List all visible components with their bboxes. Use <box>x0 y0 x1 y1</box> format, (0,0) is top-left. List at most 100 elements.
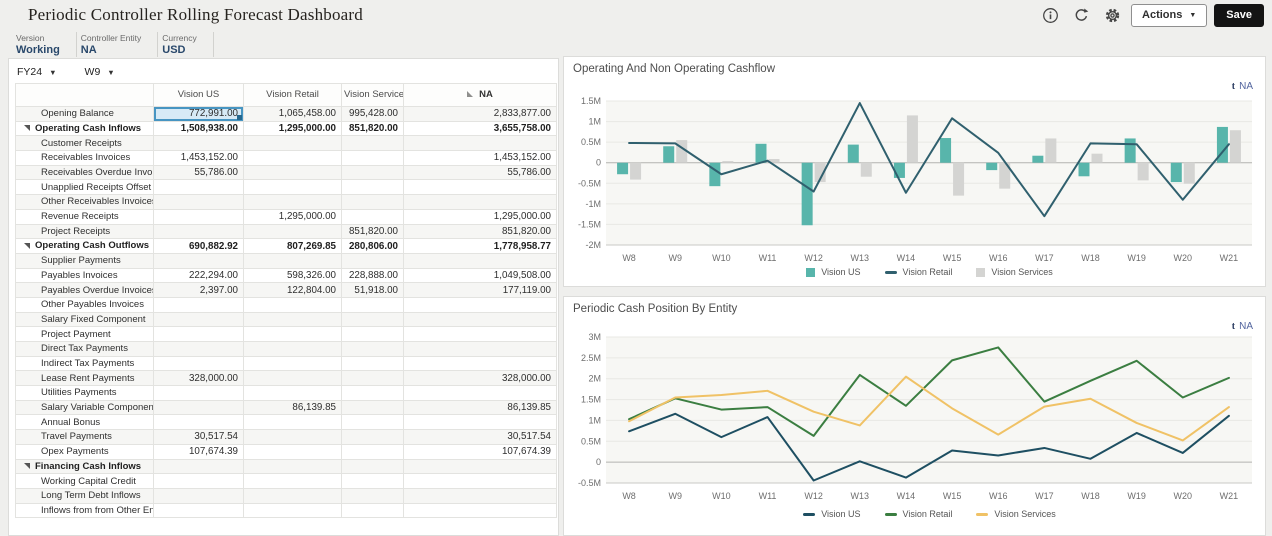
bar-vision-services-w15[interactable] <box>953 162 965 196</box>
legend-item-vision-services[interactable]: Vision Services <box>976 267 1053 277</box>
bar-vision-services-w9[interactable] <box>676 140 688 163</box>
row-header-financing-cash-inflows[interactable]: Financing Cash Inflows <box>15 458 154 475</box>
cell-other-receivables-invoices-vision-services[interactable] <box>341 194 404 210</box>
cell-direct-tax-payments-na[interactable] <box>403 341 557 357</box>
legend-item-vision-retail[interactable]: Vision Retail <box>884 267 952 277</box>
cell-financing-cash-inflows-na[interactable] <box>403 458 557 475</box>
bar-vision-us-w20[interactable] <box>1170 162 1182 183</box>
cell-annual-bonus-vision-services[interactable] <box>341 414 404 431</box>
row-header-working-capital-credit[interactable]: Working Capital Credit <box>15 473 154 489</box>
cell-other-payables-invoices-vision-retail[interactable] <box>243 296 342 313</box>
cell-travel-payments-vision-services[interactable] <box>341 429 404 445</box>
bar-vision-us-w14[interactable] <box>893 162 905 178</box>
bar-vision-services-w19[interactable] <box>1137 162 1149 181</box>
bar-vision-services-w13[interactable] <box>860 162 872 177</box>
bar-vision-us-w13[interactable] <box>847 144 859 163</box>
cell-utilities-payments-vision-retail[interactable] <box>243 385 342 401</box>
cell-lease-rent-payments-vision-retail[interactable] <box>243 370 342 387</box>
row-header-supplier-payments[interactable]: Supplier Payments <box>15 252 154 269</box>
cell-opex-payments-vision-services[interactable] <box>341 443 404 460</box>
bar-vision-services-w8[interactable] <box>630 162 642 180</box>
line-series-vision-us[interactable] <box>628 412 1230 482</box>
cell-direct-tax-payments-vision-retail[interactable] <box>243 341 342 357</box>
cell-supplier-payments-vision-retail[interactable] <box>243 252 342 269</box>
row-header-receivables-invoices[interactable]: Receivables Invoices <box>15 150 154 166</box>
row-header-project-payment[interactable]: Project Payment <box>15 326 154 342</box>
row-header-opening-balance[interactable]: Opening Balance <box>15 106 154 122</box>
cell-long-term-debt-inflows-vision-services[interactable] <box>341 487 404 504</box>
cell-unapplied-receipts-offset-na[interactable] <box>403 179 557 196</box>
cell-salary-variable-component-na[interactable]: 86,139.85 <box>403 399 557 416</box>
bar-vision-us-w19[interactable] <box>1124 138 1136 163</box>
legend-item-vision-services[interactable]: Vision Services <box>976 509 1056 519</box>
cell-payables-invoices-vision-us[interactable]: 222,294.00 <box>153 267 244 284</box>
cell-long-term-debt-inflows-vision-us[interactable] <box>153 487 244 504</box>
legend-item-vision-us[interactable]: Vision US <box>803 509 861 519</box>
cell-receivables-invoices-vision-us[interactable]: 1,453,152.00 <box>153 150 244 166</box>
cell-working-capital-credit-na[interactable] <box>403 473 557 489</box>
row-header-payables-overdue-invoices[interactable]: Payables Overdue Invoices <box>15 282 154 298</box>
bar-vision-services-w17[interactable] <box>1045 138 1057 163</box>
cell-other-payables-invoices-vision-services[interactable] <box>341 296 404 313</box>
cell-operating-cash-inflows-vision-us[interactable]: 1,508,938.00 <box>153 120 244 137</box>
cell-project-payment-na[interactable] <box>403 326 557 342</box>
cell-opex-payments-vision-retail[interactable] <box>243 443 342 460</box>
collapse-triangle-icon[interactable] <box>24 125 30 132</box>
cell-opex-payments-na[interactable]: 107,674.39 <box>403 443 557 460</box>
cell-operating-cash-outflows-vision-us[interactable]: 690,882.92 <box>153 238 244 254</box>
cell-operating-cash-inflows-vision-services[interactable]: 851,820.00 <box>341 120 404 137</box>
cell-working-capital-credit-vision-retail[interactable] <box>243 473 342 489</box>
cell-annual-bonus-vision-retail[interactable] <box>243 414 342 431</box>
cell-supplier-payments-na[interactable] <box>403 252 557 269</box>
cell-working-capital-credit-vision-us[interactable] <box>153 473 244 489</box>
cell-indirect-tax-payments-vision-retail[interactable] <box>243 355 342 372</box>
cell-receivables-overdue-invoices-na[interactable]: 55,786.00 <box>403 164 557 181</box>
cell-utilities-payments-na[interactable] <box>403 385 557 401</box>
cell-indirect-tax-payments-na[interactable] <box>403 355 557 372</box>
line-series-vision-services[interactable] <box>628 375 1230 442</box>
column-header-vision-us[interactable]: Vision US <box>153 83 244 107</box>
cell-financing-cash-inflows-vision-services[interactable] <box>341 458 404 475</box>
line-series-vision-retail[interactable] <box>628 102 1230 218</box>
cell-operating-cash-inflows-na[interactable]: 3,655,758.00 <box>403 120 557 137</box>
cell-utilities-payments-vision-services[interactable] <box>341 385 404 401</box>
row-header-unapplied-receipts-offset[interactable]: Unapplied Receipts Offset <box>15 179 154 196</box>
cell-direct-tax-payments-vision-services[interactable] <box>341 341 404 357</box>
info-icon[interactable] <box>1038 3 1062 27</box>
cell-inflows-from-from-other-entities-vision-us[interactable] <box>153 502 244 519</box>
cell-utilities-payments-vision-us[interactable] <box>153 385 244 401</box>
row-header-operating-cash-outflows[interactable]: Operating Cash Outflows <box>15 238 154 254</box>
row-header-utilities-payments[interactable]: Utilities Payments <box>15 385 154 401</box>
cell-receivables-invoices-vision-retail[interactable] <box>243 150 342 166</box>
pov-controller-entity[interactable]: Controller Entity NA <box>77 32 159 57</box>
cell-opening-balance-vision-us[interactable]: 772,991.00 <box>153 106 244 122</box>
cell-other-receivables-invoices-na[interactable] <box>403 194 557 210</box>
cell-lease-rent-payments-na[interactable]: 328,000.00 <box>403 370 557 387</box>
cell-revenue-receipts-na[interactable]: 1,295,000.00 <box>403 208 557 225</box>
row-header-other-payables-invoices[interactable]: Other Payables Invoices <box>15 296 154 313</box>
row-header-lease-rent-payments[interactable]: Lease Rent Payments <box>15 370 154 387</box>
legend-item-vision-retail[interactable]: Vision Retail <box>884 509 952 519</box>
bar-vision-us-w8[interactable] <box>617 162 629 175</box>
row-header-direct-tax-payments[interactable]: Direct Tax Payments <box>15 341 154 357</box>
bar-vision-services-w16[interactable] <box>999 162 1011 189</box>
bar-vision-us-w9[interactable] <box>663 146 675 163</box>
cell-operating-cash-outflows-vision-services[interactable]: 280,806.00 <box>341 238 404 254</box>
cell-long-term-debt-inflows-na[interactable] <box>403 487 557 504</box>
bar-vision-us-w18[interactable] <box>1078 162 1090 177</box>
row-header-receivables-overdue-invoices[interactable]: Receivables Overdue Invoices <box>15 164 154 181</box>
row-header-payables-invoices[interactable]: Payables Invoices <box>15 267 154 284</box>
cell-project-receipts-na[interactable]: 851,820.00 <box>403 223 557 240</box>
cell-other-receivables-invoices-vision-us[interactable] <box>153 194 244 210</box>
row-header-project-receipts[interactable]: Project Receipts <box>15 223 154 240</box>
cell-receivables-overdue-invoices-vision-retail[interactable] <box>243 164 342 181</box>
save-button[interactable]: Save <box>1214 3 1264 27</box>
bar-vision-us-w16[interactable] <box>986 162 998 171</box>
actions-button[interactable]: Actions ▼ <box>1131 3 1208 27</box>
cell-long-term-debt-inflows-vision-retail[interactable] <box>243 487 342 504</box>
cell-salary-variable-component-vision-retail[interactable]: 86,139.85 <box>243 399 342 416</box>
pov-currency[interactable]: Currency USD <box>158 32 214 57</box>
row-header-indirect-tax-payments[interactable]: Indirect Tax Payments <box>15 355 154 372</box>
bar-vision-us-w12[interactable] <box>801 162 813 226</box>
cell-unapplied-receipts-offset-vision-us[interactable] <box>153 179 244 196</box>
